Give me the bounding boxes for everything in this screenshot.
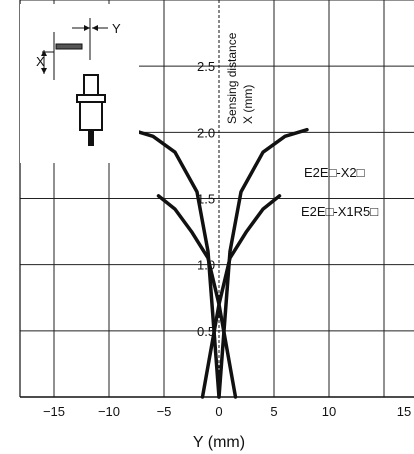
- inset-y-label: Y: [112, 21, 121, 36]
- y-tick-label: 2.0: [197, 125, 215, 140]
- curves: [129, 127, 309, 399]
- x-tick-label: 0: [215, 404, 222, 419]
- series-label-x1r5: E2E□-X1R5□: [301, 204, 378, 219]
- x-tick-label: −5: [157, 404, 172, 419]
- x-tick-label: 10: [322, 404, 336, 419]
- x-tick-labels: −15 −10 −5 0 5 10 15: [43, 404, 411, 419]
- y-tick-labels: 0.5 1.0 1.5 2.0 2.5: [197, 59, 215, 339]
- series-1-right-curve: [200, 194, 282, 399]
- series-label-x2: E2E□-X2□: [304, 165, 365, 180]
- series-0-right-curve: [217, 127, 309, 399]
- x-tick-label: 15: [397, 404, 411, 419]
- x-tick-label: 5: [270, 404, 277, 419]
- x-tick-label: −10: [98, 404, 120, 419]
- series-0-left-curve: [129, 127, 221, 399]
- y-axis-label-line1: Sensing distance: [225, 32, 239, 124]
- x-axis-label: Y (mm): [193, 434, 245, 451]
- y-tick-label: 2.5: [197, 59, 215, 74]
- y-tick-label: 1.0: [197, 258, 215, 273]
- y-tick-label: 0.5: [197, 324, 215, 339]
- series-1-left-curve: [156, 194, 238, 399]
- x-tick-label: −15: [43, 404, 65, 419]
- sensor-diagram: Y X: [20, 4, 139, 163]
- y-axis-label-line2: X (mm): [241, 85, 255, 124]
- inset-x-label: X: [36, 54, 45, 69]
- y-tick-label: 1.5: [197, 192, 215, 207]
